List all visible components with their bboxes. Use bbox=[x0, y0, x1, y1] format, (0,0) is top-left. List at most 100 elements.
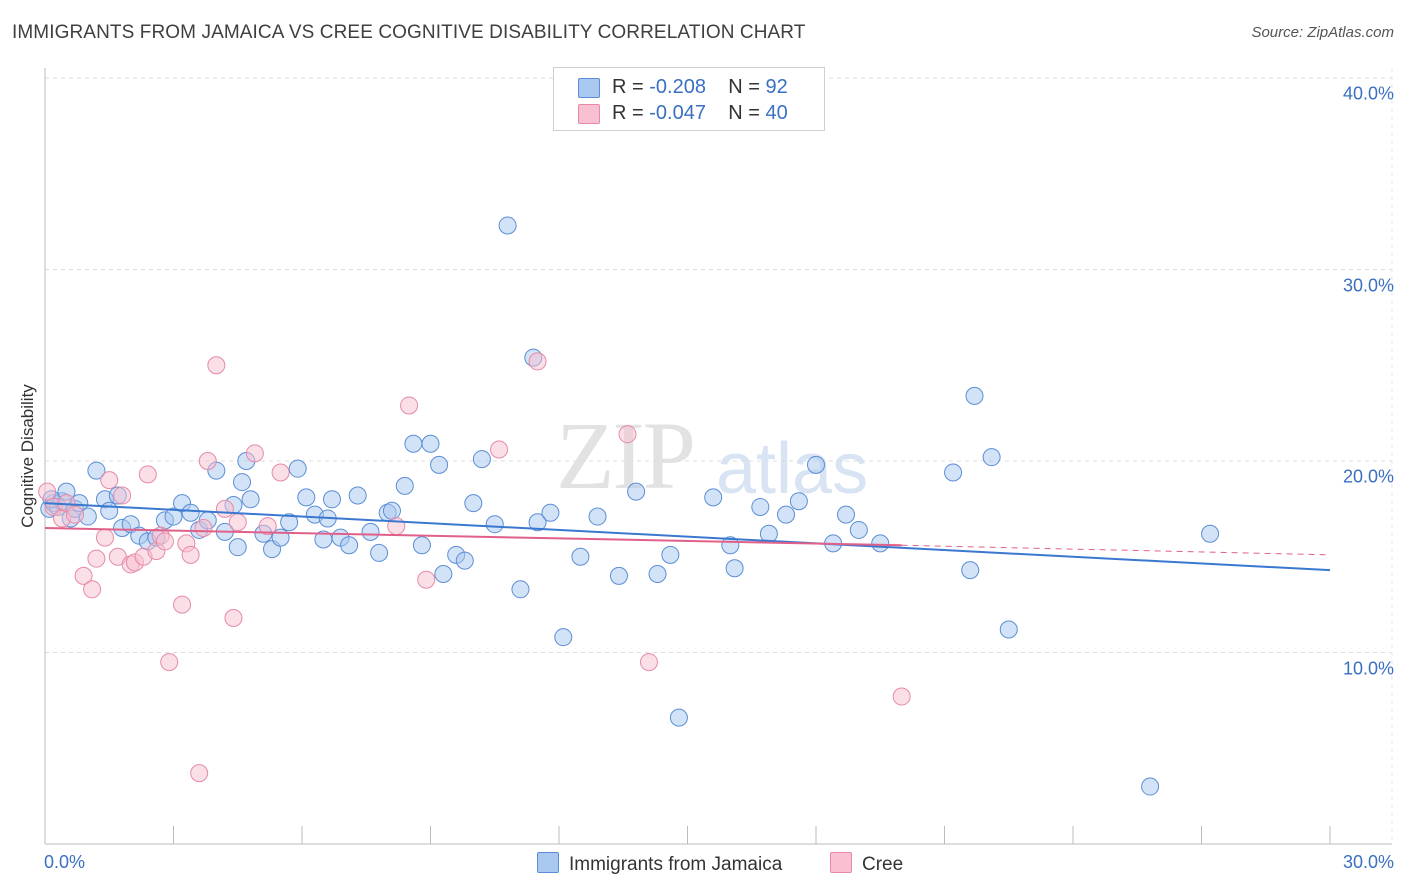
point-jamaica bbox=[871, 534, 890, 553]
correlation-legend: R = -0.208 N = 92 R = -0.047 N = 40 bbox=[553, 67, 825, 131]
point-jamaica bbox=[421, 434, 440, 453]
point-jamaica bbox=[849, 520, 868, 539]
point-cree bbox=[38, 482, 57, 501]
point-cree bbox=[194, 519, 213, 538]
point-jamaica bbox=[233, 473, 252, 492]
point-cree bbox=[138, 465, 157, 484]
series-legend-jamaica: Immigrants from Jamaica bbox=[537, 852, 782, 876]
legend-r-label: R = bbox=[612, 102, 650, 124]
point-jamaica bbox=[669, 708, 688, 727]
point-jamaica bbox=[965, 386, 984, 405]
legend-r-value-jamaica: -0.208 bbox=[649, 76, 706, 98]
point-jamaica bbox=[944, 463, 963, 482]
watermark-zip: ZIP bbox=[556, 402, 696, 509]
point-cree bbox=[224, 609, 243, 628]
point-jamaica bbox=[588, 507, 607, 526]
point-cree bbox=[113, 486, 132, 505]
point-jamaica bbox=[280, 513, 299, 532]
point-cree bbox=[95, 528, 114, 547]
legend-n-label: N = bbox=[728, 76, 766, 98]
point-cree bbox=[100, 471, 119, 490]
point-cree bbox=[892, 687, 911, 706]
point-cree bbox=[215, 499, 234, 518]
point-jamaica bbox=[511, 580, 530, 599]
y-axis-label: Cognitive Disability bbox=[18, 384, 37, 528]
legend-n-value-cree: 40 bbox=[765, 102, 788, 124]
point-jamaica bbox=[961, 561, 980, 580]
point-cree bbox=[245, 444, 264, 463]
point-jamaica bbox=[361, 522, 380, 541]
chart-title: IMMIGRANTS FROM JAMAICA VS CREE COGNITIV… bbox=[12, 22, 806, 43]
point-jamaica bbox=[541, 503, 560, 522]
series-label-jamaica: Immigrants from Jamaica bbox=[569, 854, 783, 875]
point-jamaica bbox=[777, 505, 796, 524]
point-cree bbox=[65, 505, 84, 524]
point-cree bbox=[190, 764, 209, 783]
point-jamaica bbox=[87, 461, 106, 480]
series-label-cree: Cree bbox=[862, 854, 904, 875]
trend-line-cree bbox=[44, 527, 902, 547]
trend-extension-cree bbox=[901, 544, 1331, 556]
point-jamaica bbox=[528, 513, 547, 532]
point-cree bbox=[528, 352, 547, 371]
point-jamaica bbox=[348, 486, 367, 505]
point-jamaica bbox=[297, 488, 316, 507]
legend-r-value-cree: -0.047 bbox=[649, 102, 706, 124]
legend-swatch-cree bbox=[578, 104, 600, 124]
point-jamaica bbox=[648, 564, 667, 583]
point-cree bbox=[271, 463, 290, 482]
point-jamaica bbox=[1141, 777, 1160, 796]
point-jamaica bbox=[181, 503, 200, 522]
point-jamaica bbox=[472, 450, 491, 469]
point-jamaica bbox=[1201, 524, 1220, 543]
y-tick-label: 20.0% bbox=[1342, 466, 1394, 487]
point-jamaica bbox=[434, 564, 453, 583]
point-jamaica bbox=[627, 482, 646, 501]
point-cree bbox=[173, 595, 192, 614]
point-jamaica bbox=[370, 543, 389, 562]
point-jamaica bbox=[322, 490, 341, 509]
point-jamaica bbox=[609, 566, 628, 585]
point-jamaica bbox=[751, 497, 770, 516]
y-tick-label: 30.0% bbox=[1342, 275, 1394, 295]
legend-r-label: R = bbox=[612, 76, 650, 98]
point-jamaica bbox=[100, 501, 119, 520]
source-label: Source: ZipAtlas.com bbox=[1251, 24, 1394, 41]
point-cree bbox=[228, 513, 247, 532]
legend-n-label: N = bbox=[728, 102, 766, 124]
point-jamaica bbox=[404, 434, 423, 453]
point-jamaica bbox=[430, 455, 449, 474]
point-cree bbox=[74, 566, 93, 585]
series-legend-cree: Cree bbox=[830, 852, 903, 876]
point-jamaica bbox=[836, 505, 855, 524]
point-cree bbox=[258, 517, 277, 536]
point-cree bbox=[181, 545, 200, 564]
series-swatch-cree bbox=[830, 852, 852, 873]
point-jamaica bbox=[982, 448, 1001, 467]
point-jamaica bbox=[485, 515, 504, 534]
point-cree bbox=[417, 570, 436, 589]
point-jamaica bbox=[164, 507, 183, 526]
point-jamaica bbox=[228, 538, 247, 557]
point-jamaica bbox=[571, 547, 590, 566]
point-jamaica bbox=[412, 536, 431, 555]
point-jamaica bbox=[789, 492, 808, 511]
point-jamaica bbox=[241, 490, 260, 509]
x-tick-min: 0.0% bbox=[44, 852, 86, 872]
point-jamaica bbox=[999, 620, 1018, 639]
x-tick-max: 30.0% bbox=[1342, 852, 1394, 872]
y-tick-label: 10.0% bbox=[1342, 658, 1394, 678]
series-swatch-jamaica bbox=[537, 852, 559, 873]
point-cree bbox=[639, 653, 658, 672]
point-jamaica bbox=[340, 536, 359, 555]
legend-swatch-jamaica bbox=[578, 78, 600, 98]
point-cree bbox=[155, 532, 174, 551]
point-jamaica bbox=[288, 459, 307, 478]
point-cree bbox=[87, 549, 106, 568]
legend-n-value-jamaica: 92 bbox=[765, 76, 788, 98]
point-jamaica bbox=[395, 476, 414, 495]
trend-line-jamaica bbox=[44, 502, 1331, 572]
point-cree bbox=[160, 653, 179, 672]
point-jamaica bbox=[661, 545, 680, 564]
